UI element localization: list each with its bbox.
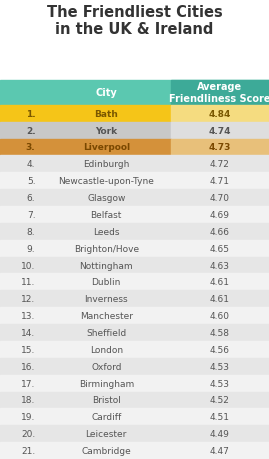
Text: 4.53: 4.53	[210, 379, 230, 388]
Text: City: City	[95, 88, 117, 98]
Text: Birmingham: Birmingham	[79, 379, 134, 388]
Text: 4.60: 4.60	[210, 312, 230, 320]
Text: 4.61: 4.61	[210, 295, 230, 303]
Text: Brighton/Hove: Brighton/Hove	[74, 244, 139, 253]
Bar	[0, 80, 269, 106]
Bar	[0, 358, 269, 375]
Text: 12.: 12.	[21, 295, 36, 303]
Text: Inverness: Inverness	[84, 295, 128, 303]
Text: 4.61: 4.61	[210, 278, 230, 287]
Text: 1.: 1.	[26, 110, 36, 118]
Text: 4.70: 4.70	[210, 194, 230, 202]
Text: 4.58: 4.58	[210, 328, 230, 337]
Text: Bristol: Bristol	[92, 396, 121, 404]
Bar	[171, 106, 269, 123]
Bar	[0, 173, 269, 190]
Bar	[171, 80, 269, 106]
Text: 4.69: 4.69	[210, 211, 230, 219]
Text: 3.: 3.	[26, 143, 36, 152]
Text: York: York	[95, 126, 117, 135]
Bar	[0, 207, 269, 224]
Text: 4.56: 4.56	[210, 345, 230, 354]
Text: 4.49: 4.49	[210, 429, 230, 438]
Bar	[0, 224, 269, 240]
Text: Cardiff: Cardiff	[91, 413, 121, 421]
Text: 15.: 15.	[21, 345, 36, 354]
Bar	[0, 375, 269, 392]
Text: 17.: 17.	[21, 379, 36, 388]
Bar	[0, 190, 269, 207]
Bar	[171, 139, 269, 156]
Text: 18.: 18.	[21, 396, 36, 404]
Text: 4.: 4.	[27, 160, 36, 169]
Text: 4.72: 4.72	[210, 160, 230, 169]
Bar	[171, 123, 269, 139]
Text: Oxford: Oxford	[91, 362, 122, 371]
Text: 10.: 10.	[21, 261, 36, 270]
Text: Liverpool: Liverpool	[83, 143, 130, 152]
Bar	[0, 257, 269, 274]
Text: Newcastle-upon-Tyne: Newcastle-upon-Tyne	[58, 177, 154, 186]
Text: 20.: 20.	[21, 429, 36, 438]
Text: Glasgow: Glasgow	[87, 194, 125, 202]
Text: 4.63: 4.63	[210, 261, 230, 270]
Text: 4.53: 4.53	[210, 362, 230, 371]
Bar	[0, 308, 269, 325]
Text: 4.74: 4.74	[209, 126, 231, 135]
Text: 4.52: 4.52	[210, 396, 230, 404]
Bar	[0, 274, 269, 291]
Text: London: London	[90, 345, 123, 354]
Text: 4.73: 4.73	[209, 143, 231, 152]
Text: Bath: Bath	[94, 110, 118, 118]
Text: 4.47: 4.47	[210, 446, 230, 455]
Text: The Friendliest Cities
in the UK & Ireland: The Friendliest Cities in the UK & Irela…	[47, 5, 222, 37]
Bar	[0, 139, 171, 156]
Text: 9.: 9.	[27, 244, 36, 253]
Text: Leeds: Leeds	[93, 227, 119, 236]
Text: Leicester: Leicester	[86, 429, 127, 438]
Text: 8.: 8.	[27, 227, 36, 236]
Text: Edinburgh: Edinburgh	[83, 160, 129, 169]
Text: 19.: 19.	[21, 413, 36, 421]
Text: 4.51: 4.51	[210, 413, 230, 421]
Text: Belfast: Belfast	[91, 211, 122, 219]
Text: Manchester: Manchester	[80, 312, 133, 320]
Text: 7.: 7.	[27, 211, 36, 219]
Bar	[0, 240, 269, 257]
Text: 21.: 21.	[21, 446, 36, 455]
Text: 4.71: 4.71	[210, 177, 230, 186]
Bar	[0, 291, 269, 308]
Bar	[0, 341, 269, 358]
Text: 6.: 6.	[27, 194, 36, 202]
Text: Average
Friendliness Score: Average Friendliness Score	[169, 82, 269, 104]
Bar	[0, 123, 171, 139]
Bar	[0, 409, 269, 425]
Text: 4.66: 4.66	[210, 227, 230, 236]
Bar	[0, 106, 171, 123]
Text: 4.65: 4.65	[210, 244, 230, 253]
Text: 11.: 11.	[21, 278, 36, 287]
Text: Nottingham: Nottingham	[79, 261, 133, 270]
Bar	[0, 156, 269, 173]
Bar	[0, 425, 269, 442]
Text: 5.: 5.	[27, 177, 36, 186]
Text: 13.: 13.	[21, 312, 36, 320]
Text: 14.: 14.	[21, 328, 36, 337]
Text: 2.: 2.	[26, 126, 36, 135]
Bar	[0, 0, 269, 80]
Text: 4.84: 4.84	[209, 110, 231, 118]
Bar	[0, 392, 269, 409]
Text: Cambridge: Cambridge	[82, 446, 131, 455]
Text: 16.: 16.	[21, 362, 36, 371]
Bar	[0, 325, 269, 341]
Text: Sheffield: Sheffield	[86, 328, 126, 337]
Text: Dublin: Dublin	[91, 278, 121, 287]
Bar	[0, 442, 269, 459]
